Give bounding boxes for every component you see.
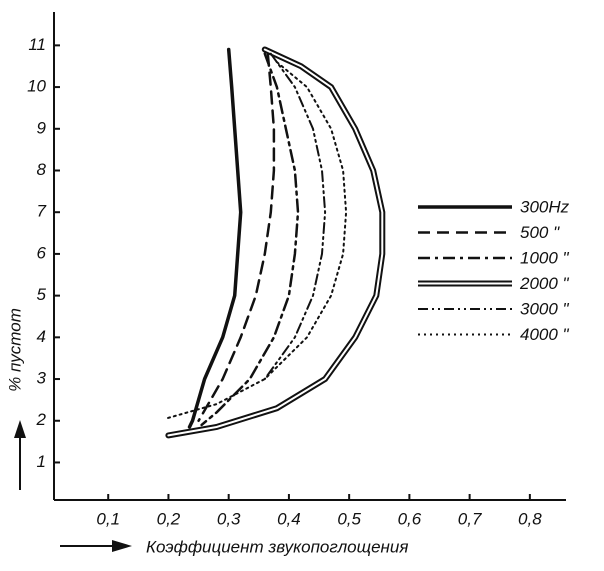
series-line xyxy=(200,52,300,427)
x-arrow-head xyxy=(112,540,132,552)
y-tick-label: 7 xyxy=(37,202,47,221)
series-line xyxy=(187,47,243,429)
legend-label: 500 " xyxy=(520,223,560,242)
series-line xyxy=(197,52,276,423)
y-tick-label: 6 xyxy=(37,243,47,262)
legend-label: 4000 " xyxy=(520,325,570,344)
legend-label: 3000 " xyxy=(520,299,570,318)
legend-label: 2000 " xyxy=(519,274,570,293)
y-tick-label: 1 xyxy=(37,452,46,471)
series-line xyxy=(263,52,327,380)
y-tick-label: 10 xyxy=(27,77,46,96)
x-tick-label: 0,4 xyxy=(277,509,301,528)
x-tick-label: 0,7 xyxy=(458,509,482,528)
legend-label: 1000 " xyxy=(520,248,570,267)
y-arrow-head xyxy=(14,420,26,438)
x-tick-label: 0,5 xyxy=(337,509,361,528)
x-axis-label: Коэффициент звукопоглощения xyxy=(146,537,408,556)
y-tick-label: 2 xyxy=(36,410,47,429)
y-tick-label: 11 xyxy=(28,35,46,54)
y-tick-label: 9 xyxy=(37,118,47,137)
x-tick-label: 0,3 xyxy=(217,509,241,528)
x-tick-label: 0,6 xyxy=(398,509,422,528)
series-line xyxy=(165,46,386,439)
y-tick-label: 3 xyxy=(37,369,47,388)
series-line xyxy=(164,61,348,420)
x-tick-label: 0,2 xyxy=(157,509,181,528)
y-tick-label: 8 xyxy=(37,160,47,179)
y-tick-label: 5 xyxy=(37,285,47,304)
x-tick-label: 0,8 xyxy=(518,509,542,528)
x-tick-label: 0,1 xyxy=(96,509,120,528)
y-axis-label: % пустот xyxy=(5,308,24,392)
y-tick-label: 4 xyxy=(37,327,46,346)
series-line xyxy=(167,48,384,437)
legend-label: 300Hz xyxy=(520,197,570,216)
